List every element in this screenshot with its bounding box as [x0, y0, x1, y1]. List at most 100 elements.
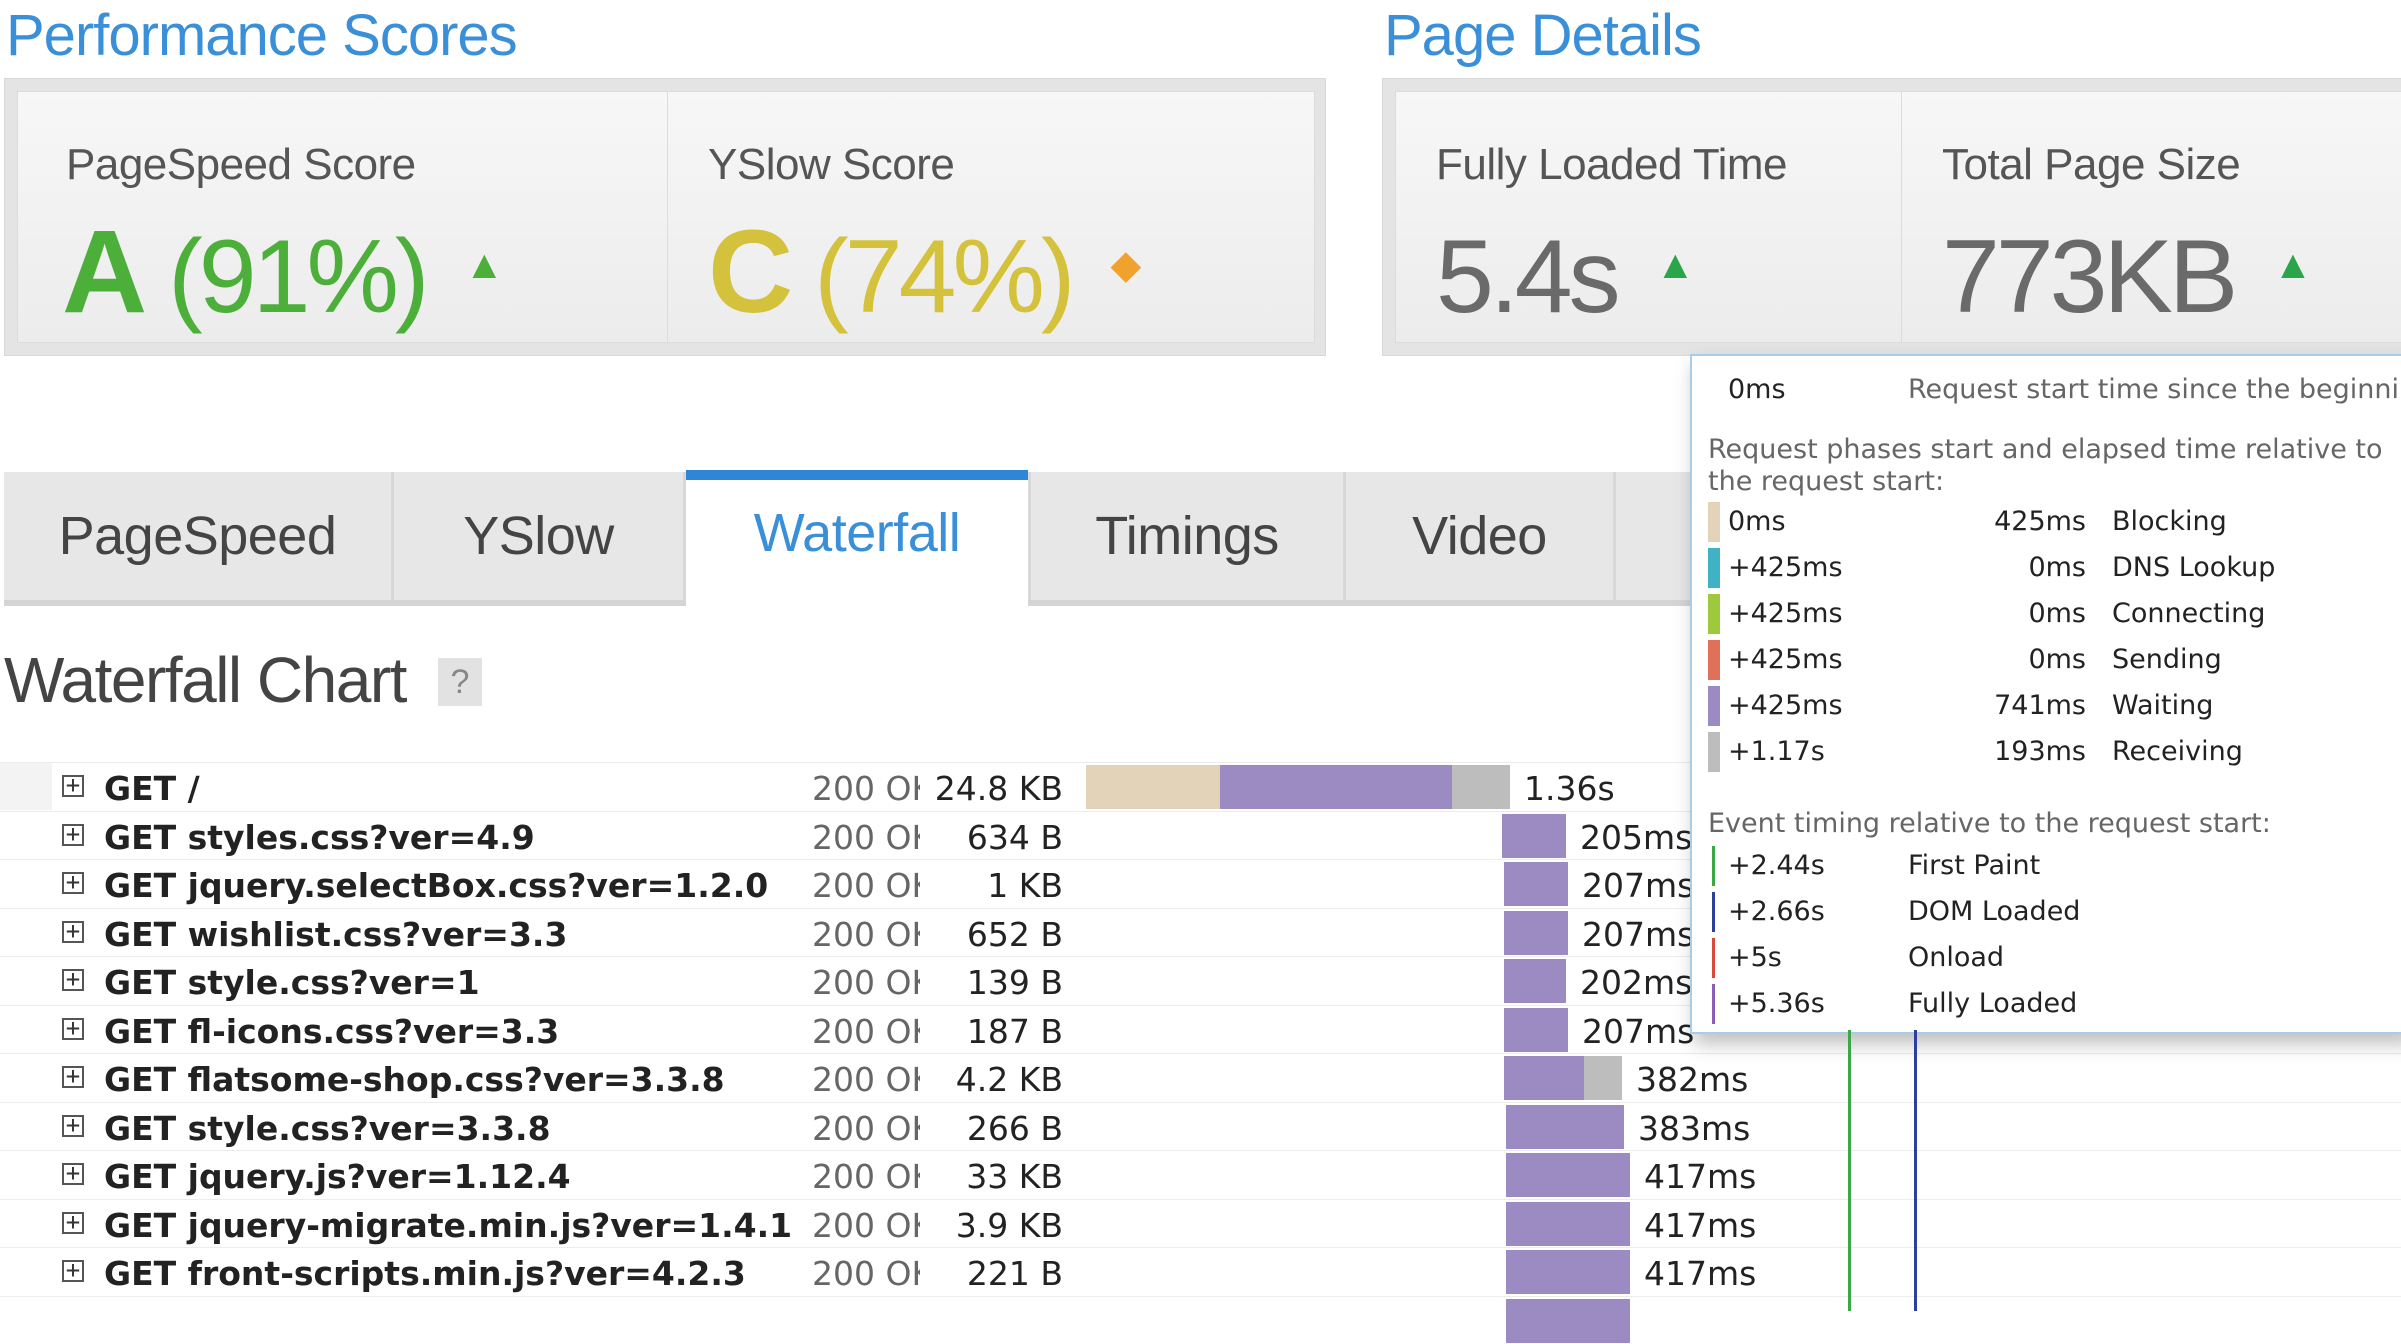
table-row[interactable]: + GET fl-icons.css?ver=3.3 200 OK 187 B 207m…	[0, 1004, 2401, 1053]
event-time: +2.44s	[1728, 850, 1825, 881]
request-size: 652 B	[966, 914, 1063, 954]
table-row[interactable]	[0, 1295, 2401, 1344]
request-status: 200 OK	[812, 1254, 920, 1293]
page-details-panel: Fully Loaded Time 5.4s ▲ Total Page Size…	[1382, 78, 2401, 356]
timing-bar-waiting[interactable]	[1504, 862, 1568, 906]
event-name: Onload	[1908, 942, 2005, 973]
total-size-card: Total Page Size 773KB ▲	[1901, 91, 2401, 343]
phase-name: Connecting	[2112, 598, 2266, 629]
table-row[interactable]: + GET front-scripts.min.js?ver=4.2.3 200 O…	[0, 1247, 2401, 1295]
timing-bar-waiting[interactable]	[1504, 959, 1566, 1003]
request-size: 266 B	[966, 1108, 1063, 1148]
total-size-trend-up-icon: ▲	[2273, 243, 2313, 287]
table-row[interactable]: + GET style.css?ver=3.3.8 200 OK 266 B 383ms	[0, 1101, 2401, 1150]
timing-bar-waiting[interactable]	[1506, 1298, 1630, 1343]
expand-row-icon[interactable]: +	[62, 1016, 84, 1040]
expand-row-icon[interactable]: +	[62, 870, 84, 894]
phase-color-swatch	[1708, 594, 1720, 634]
phase-elapsed: 0ms	[2028, 598, 2086, 629]
phase-start: 0ms	[1728, 506, 1786, 537]
phase-name: DNS Lookup	[2112, 552, 2276, 583]
request-duration: 417ms	[1644, 1157, 1757, 1196]
request-status: 200 OK	[812, 866, 920, 905]
table-row[interactable]: + GET styles.css?ver=4.9 200 OK 634 B 205ms	[0, 810, 2401, 859]
table-row[interactable]: + GET jquery.js?ver=1.12.4 200 OK 33 KB 417m…	[0, 1150, 2401, 1198]
event-time: +5s	[1728, 942, 1782, 973]
table-row[interactable]: + GET wishlist.css?ver=3.3 200 OK 652 B 207m…	[0, 907, 2401, 956]
phase-start: +1.17s	[1728, 736, 1825, 767]
yslow-score-card: YSlow Score C (74%) ◆	[667, 91, 1315, 343]
timing-bar-waiting[interactable]	[1220, 765, 1452, 809]
timing-bar-waiting[interactable]	[1506, 1104, 1624, 1149]
total-page-size: 773KB	[1942, 219, 2238, 335]
timing-bar-waiting[interactable]	[1502, 813, 1566, 858]
timing-bar-waiting[interactable]	[1504, 1007, 1568, 1052]
table-row[interactable]: + GET style.css?ver=1 200 OK 139 B 202ms	[0, 956, 2401, 1004]
phase-color-swatch	[1708, 502, 1720, 542]
expand-row-icon[interactable]: +	[62, 919, 84, 943]
request-status: 200 OK	[812, 1011, 920, 1051]
fully-loaded-value: 5.4s ▲	[1436, 200, 1695, 342]
total-size-value: 773KB ▲	[1942, 200, 2313, 342]
phase-color-swatch	[1708, 640, 1720, 680]
tab-yslow[interactable]: YSlow	[394, 472, 686, 600]
waterfall-chart-title: Waterfall Chart	[4, 644, 407, 716]
help-icon[interactable]: ?	[438, 658, 482, 706]
tab-timings[interactable]: Timings	[1028, 472, 1346, 600]
request-status: 200 OK	[812, 1060, 920, 1099]
request-duration: 417ms	[1644, 1254, 1757, 1293]
expand-row-icon[interactable]: +	[62, 1258, 84, 1282]
request-size: 187 B	[966, 1011, 1063, 1051]
expand-row-icon[interactable]: +	[62, 1113, 84, 1137]
phase-color-swatch	[1708, 686, 1720, 726]
request-size: 4.2 KB	[955, 1060, 1063, 1099]
phase-elapsed: 741ms	[1994, 690, 2086, 721]
request-size: 1 KB	[987, 866, 1063, 905]
timing-bar-waiting[interactable]	[1504, 1056, 1584, 1100]
request-url: GET front-scripts.min.js?ver=4.2.3	[104, 1254, 746, 1293]
yslow-trend-neutral-icon: ◆	[1110, 243, 1142, 287]
request-status: 200 OK	[812, 914, 920, 954]
expand-row-icon[interactable]: +	[62, 1161, 84, 1185]
table-row[interactable]: + GET jquery-migrate.min.js?ver=1.4.1 200 …	[0, 1198, 2401, 1247]
timing-bar-waiting[interactable]	[1504, 910, 1568, 955]
expand-row-icon[interactable]: +	[62, 773, 84, 797]
request-status: 200 OK	[812, 963, 920, 1002]
phase-elapsed: 0ms	[2028, 644, 2086, 675]
timing-bar-waiting[interactable]	[1506, 1201, 1630, 1246]
expand-row-icon[interactable]: +	[62, 1210, 84, 1234]
request-size: 24.8 KB	[934, 769, 1063, 808]
phase-name: Blocking	[2112, 506, 2227, 537]
fully-loaded-time: 5.4s	[1436, 219, 1621, 335]
request-duration: 383ms	[1638, 1108, 1751, 1148]
request-url: GET style.css?ver=1	[104, 963, 480, 1002]
request-url: GET fl-icons.css?ver=3.3	[104, 1011, 560, 1051]
yslow-grade: C	[708, 206, 793, 338]
request-url: GET jquery.js?ver=1.12.4	[104, 1157, 571, 1196]
table-row[interactable]: + GET flatsome-shop.css?ver=3.3.8 200 OK 4.…	[0, 1053, 2401, 1101]
request-status: 200 OK	[812, 1108, 920, 1148]
tab-waterfall[interactable]: Waterfall	[686, 470, 1028, 608]
timing-bar-waiting[interactable]	[1506, 1153, 1630, 1197]
timing-bar-receiving[interactable]	[1452, 765, 1510, 809]
request-duration: 207ms	[1582, 1011, 1695, 1051]
request-duration: 205ms	[1580, 817, 1693, 857]
event-time: +5.36s	[1728, 988, 1825, 1019]
tab-video[interactable]: Video	[1346, 472, 1616, 600]
request-url: GET wishlist.css?ver=3.3	[104, 914, 568, 954]
event-time: +2.66s	[1728, 896, 1825, 927]
timing-bar-waiting[interactable]	[1506, 1250, 1630, 1294]
fully-loaded-label: Fully Loaded Time	[1436, 140, 1788, 189]
table-row[interactable]: + GET jquery.selectBox.css?ver=1.2.0 200 O…	[0, 859, 2401, 907]
event-color-line	[1712, 846, 1715, 886]
timing-bar-blocking[interactable]	[1086, 765, 1220, 809]
expand-row-icon[interactable]: +	[62, 1064, 84, 1088]
yslow-percent: (74%)	[814, 219, 1075, 335]
tab-pagespeed[interactable]: PageSpeed	[4, 472, 394, 600]
request-status: 200 OK	[812, 769, 920, 808]
request-duration: 417ms	[1644, 1205, 1757, 1245]
pagespeed-score-card: PageSpeed Score A (91%) ▲	[17, 91, 669, 343]
timing-bar-receiving[interactable]	[1584, 1056, 1622, 1100]
expand-row-icon[interactable]: +	[62, 967, 84, 991]
expand-row-icon[interactable]: +	[62, 822, 84, 846]
